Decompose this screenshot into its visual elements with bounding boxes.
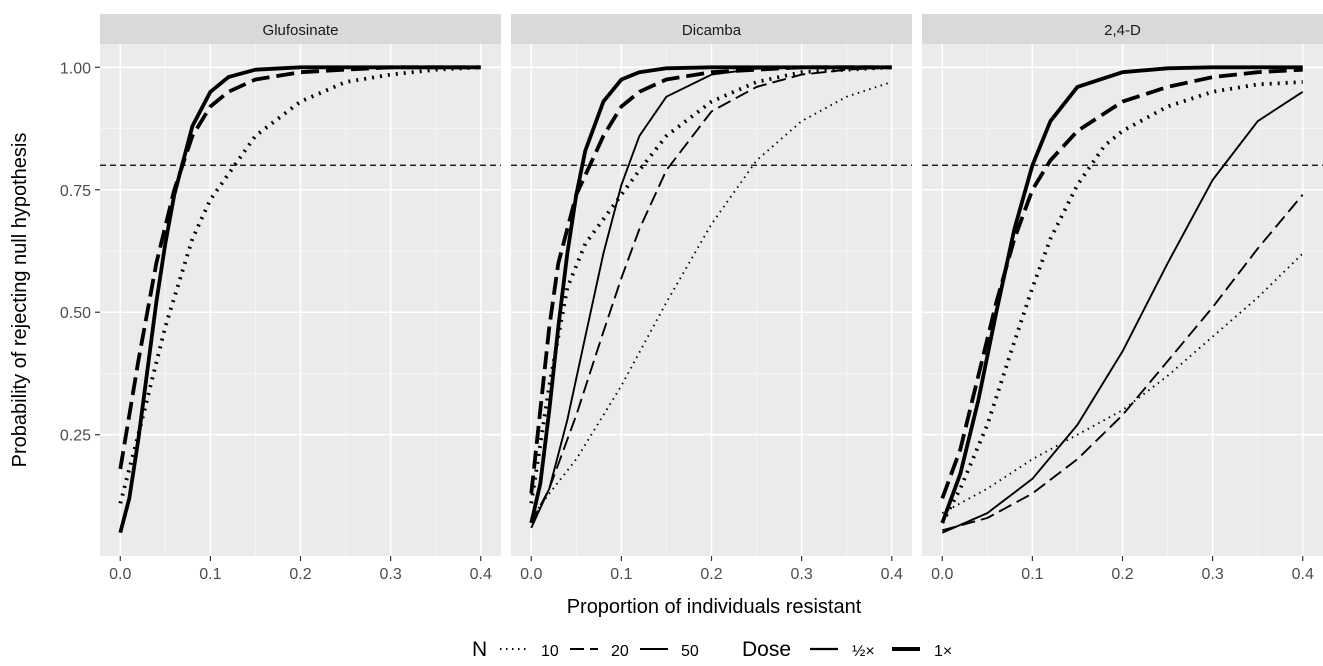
x-tick-label: 0.2 <box>289 566 311 583</box>
x-tick-label: 0.0 <box>931 566 953 583</box>
legend-dose-label: ½× <box>852 643 875 660</box>
legend-n-label: 10 <box>541 643 559 660</box>
panel-1: Glufosinate <box>100 14 501 556</box>
y-tick-label: 0.75 <box>60 183 91 200</box>
y-tick-label: 1.00 <box>60 60 91 77</box>
y-axis-title: Probability of rejecting null hypothesis <box>9 133 31 468</box>
legend-n-label: 20 <box>611 643 629 660</box>
y-axis: 0.25 0.50 0.75 1.00 <box>60 60 100 445</box>
x-tick-label: 0.3 <box>790 566 812 583</box>
facet-strip-label: Glufosinate <box>263 22 339 39</box>
x-axes: 0.0 0.1 0.2 0.3 0.4 0.0 0.1 0.2 0.3 0.4 0.0 0.1 0.2 0… <box>109 556 1314 583</box>
x-tick-label: 0.4 <box>881 566 903 583</box>
legend-dose-label: 1× <box>934 643 952 660</box>
x-tick-label: 0.4 <box>470 566 492 583</box>
series-line-n50-dose-1x <box>118 65 481 534</box>
legend-dose-title: Dose <box>742 638 791 661</box>
series-line-n20-dose-half <box>530 66 892 524</box>
x-tick-label: 0.2 <box>700 566 722 583</box>
facet-strip <box>922 14 1323 44</box>
panel-3: 2,4-D <box>922 14 1323 556</box>
series-line-n50-dose-1x <box>940 65 1303 524</box>
series-line-n10-dose-1x <box>529 65 892 504</box>
series-line-n20-dose-half <box>942 194 1304 532</box>
x-tick-label: 0.1 <box>1021 566 1043 583</box>
x-tick-label: 0.1 <box>199 566 221 583</box>
facet-strip <box>100 14 501 44</box>
x-tick-label: 0.2 <box>1111 566 1133 583</box>
x-tick-label: 0.1 <box>610 566 632 583</box>
series-line-n20-dose-1x <box>529 65 892 494</box>
legend: N 10 20 50 Dose ½× 1× <box>472 638 952 661</box>
series-line-n50-dose-half <box>941 91 1304 534</box>
facet-panels: Glufosinate Dicamba 2,4-D <box>100 14 1323 556</box>
y-tick-label: 0.50 <box>60 305 91 322</box>
panel-2: Dicamba <box>511 14 912 556</box>
facet-strip-label: Dicamba <box>682 22 742 39</box>
x-tick-label: 0.3 <box>1201 566 1223 583</box>
x-tick-label: 0.0 <box>520 566 542 583</box>
series-line-n20-dose-1x <box>118 65 481 470</box>
facet-strip <box>511 14 912 44</box>
facet-strip-label: 2,4-D <box>1104 22 1141 39</box>
series-line-n20-dose-1x <box>940 67 1303 500</box>
x-axis-title: Proportion of individuals resistant <box>567 596 862 618</box>
y-tick-label: 0.25 <box>60 428 91 445</box>
legend-n-label: 50 <box>681 643 699 660</box>
x-tick-label: 0.4 <box>1292 566 1314 583</box>
legend-n-title: N <box>472 638 487 661</box>
x-tick-label: 0.3 <box>379 566 401 583</box>
series-line-n50-dose-1x <box>529 65 892 524</box>
series-line-n10-dose-1x <box>118 65 481 504</box>
x-tick-label: 0.0 <box>109 566 131 583</box>
